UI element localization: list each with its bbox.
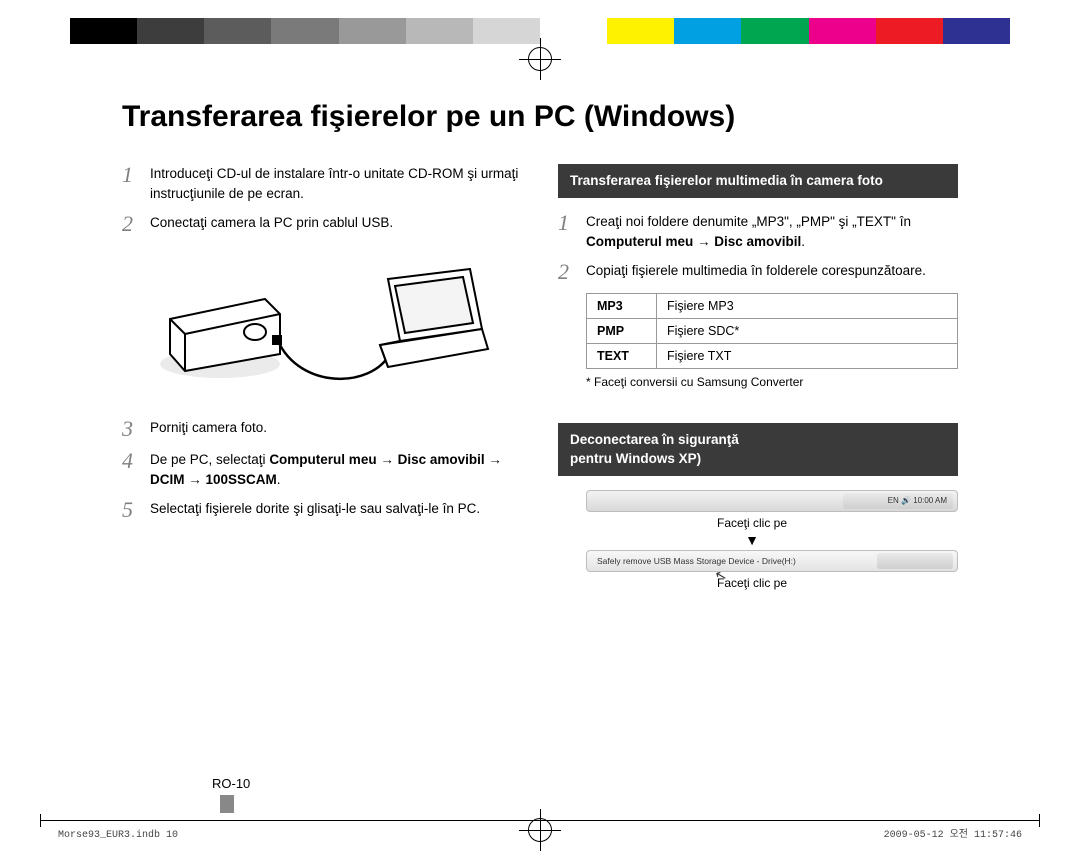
taskbar-illustration-1: EN 🔊 10:00 AM Faceţi clic pe ▼ Safely re… <box>586 490 958 590</box>
safely-remove-popup: Safely remove USB Mass Storage Device - … <box>586 550 958 572</box>
right-step-2: 2 Copiaţi fişierele multimedia în folder… <box>558 261 958 283</box>
taskbar-bar: EN 🔊 10:00 AM <box>586 490 958 512</box>
step-1: 1 Introduceţi CD-ul de instalare într-o … <box>122 164 522 203</box>
system-tray: EN 🔊 10:00 AM <box>843 493 953 509</box>
section-header-disconnect: Deconectarea în siguranţă pentru Windows… <box>558 423 958 475</box>
step-1-text: Introduceţi CD-ul de instalare într-o un… <box>150 164 522 203</box>
arrow-down-icon: ▼ <box>586 532 918 548</box>
step-2: 2 Conectaţi camera la PC prin cablul USB… <box>122 213 522 235</box>
step-3: 3 Porniţi camera foto. <box>122 418 522 440</box>
step-4-text: De pe PC, selectaţi Computerul meu → Dis… <box>150 450 522 489</box>
table-row: TEXTFişiere TXT <box>587 344 958 369</box>
system-tray-2 <box>877 553 953 569</box>
page-content: Transferarea fişierelor pe un PC (Window… <box>122 100 958 791</box>
table-row: PMPFişiere SDC* <box>587 319 958 344</box>
table-footnote: * Faceţi conversii cu Samsung Converter <box>586 375 958 389</box>
registration-mark-bottom <box>525 815 555 845</box>
step-3-text: Porniţi camera foto. <box>150 418 267 438</box>
left-column: 1 Introduceţi CD-ul de instalare într-o … <box>122 164 522 590</box>
step-4: 4 De pe PC, selectaţi Computerul meu → D… <box>122 450 522 489</box>
table-row: MP3Fişiere MP3 <box>587 294 958 319</box>
section-header-transfer: Transferarea fişierelor multimedia în ca… <box>558 164 958 198</box>
step-5-text: Selectaţi fişierele dorite şi glisaţi-le… <box>150 499 480 519</box>
caption-1: Faceţi clic pe <box>586 516 918 530</box>
step-2-text: Conectaţi camera la PC prin cablul USB. <box>150 213 393 233</box>
caption-2: Faceţi clic pe <box>586 576 918 590</box>
footer-timestamp: 2009-05-12 오전 11:57:46 <box>884 825 1022 841</box>
folder-table: MP3Fişiere MP3 PMPFişiere SDC* TEXTFişie… <box>586 293 958 369</box>
footer-filename: Morse93_EUR3.indb 10 <box>58 830 178 841</box>
right-step-1: 1 Creaţi noi foldere denumite „MP3", „PM… <box>558 212 958 251</box>
registration-mark-top <box>525 44 555 74</box>
right-column: Transferarea fişierelor multimedia în ca… <box>558 164 958 590</box>
page-title: Transferarea fişierelor pe un PC (Window… <box>122 100 958 134</box>
camera-laptop-illustration <box>150 259 490 399</box>
step-5: 5 Selectaţi fişierele dorite şi glisaţi-… <box>122 499 522 521</box>
page-tab-marker <box>220 795 234 813</box>
page-number: RO-10 <box>212 776 250 791</box>
